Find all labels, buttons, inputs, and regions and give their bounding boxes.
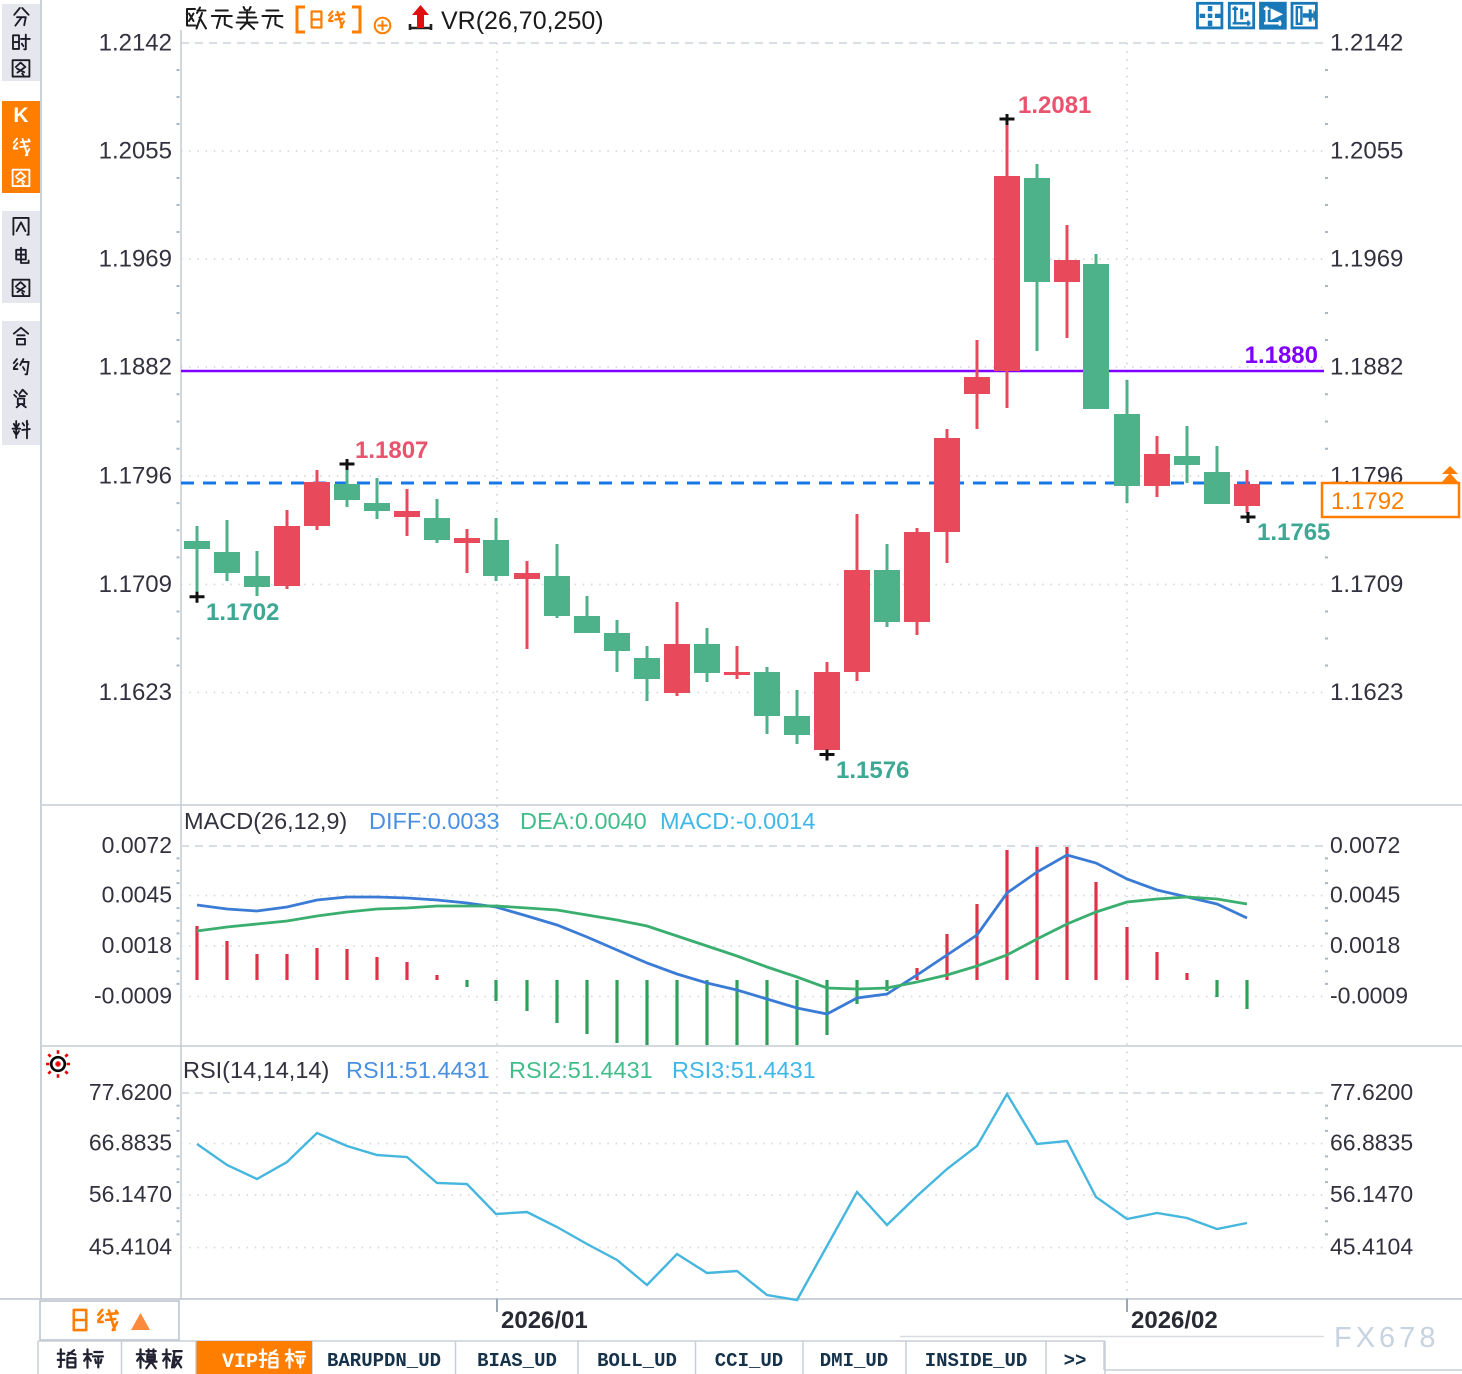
svg-text:RSI(14,14,14): RSI(14,14,14) (183, 1057, 329, 1083)
svg-text:FX678: FX678 (1334, 1322, 1439, 1354)
svg-text:1.1796: 1.1796 (99, 462, 172, 489)
svg-text:1.1709: 1.1709 (99, 571, 172, 598)
svg-text:66.8835: 66.8835 (1330, 1130, 1413, 1156)
svg-text:66.8835: 66.8835 (89, 1130, 172, 1156)
svg-text:1.1969: 1.1969 (99, 245, 172, 272)
svg-text:0.0072: 0.0072 (1330, 832, 1400, 858)
svg-text:1.2055: 1.2055 (1330, 137, 1403, 164)
svg-text:1.1709: 1.1709 (1330, 571, 1403, 598)
svg-text:RSI1:51.4431: RSI1:51.4431 (346, 1057, 490, 1083)
svg-text:0.0018: 0.0018 (1330, 932, 1400, 958)
svg-text:1.1882: 1.1882 (1330, 353, 1403, 380)
svg-text:77.6200: 77.6200 (89, 1079, 172, 1105)
svg-text:1.1576: 1.1576 (836, 757, 909, 784)
svg-text:2026/01: 2026/01 (501, 1307, 588, 1334)
svg-text:1.1792: 1.1792 (1331, 488, 1404, 515)
svg-text:-0.0009: -0.0009 (94, 983, 172, 1009)
svg-text:BOLL_UD: BOLL_UD (597, 1350, 677, 1372)
svg-text:1.1623: 1.1623 (99, 679, 172, 706)
svg-text:DEA:0.0040: DEA:0.0040 (520, 808, 647, 834)
svg-text:MACD(26,12,9): MACD(26,12,9) (184, 808, 347, 834)
svg-text:0.0072: 0.0072 (102, 832, 172, 858)
svg-text:VR(26,70,250): VR(26,70,250) (441, 7, 604, 35)
svg-text:1.2142: 1.2142 (99, 29, 172, 56)
svg-text:VIP: VIP (222, 1351, 258, 1374)
svg-text:BARUPDN_UD: BARUPDN_UD (327, 1350, 441, 1372)
svg-text:1.1702: 1.1702 (206, 599, 279, 626)
svg-text:1.1807: 1.1807 (355, 437, 428, 464)
svg-text:INSIDE_UD: INSIDE_UD (925, 1350, 1028, 1372)
svg-text:1.2142: 1.2142 (1330, 29, 1403, 56)
svg-text:0.0018: 0.0018 (102, 932, 172, 958)
svg-text:56.1470: 56.1470 (89, 1181, 172, 1207)
svg-text:45.4104: 45.4104 (89, 1234, 172, 1260)
svg-text:1.1623: 1.1623 (1330, 679, 1403, 706)
svg-text:0.0045: 0.0045 (102, 882, 172, 908)
svg-text:0.0045: 0.0045 (1330, 882, 1400, 908)
svg-text:MACD:-0.0014: MACD:-0.0014 (660, 808, 815, 834)
svg-text:BIAS_UD: BIAS_UD (477, 1350, 557, 1372)
svg-text:-0.0009: -0.0009 (1330, 983, 1408, 1009)
svg-text:1.1969: 1.1969 (1330, 245, 1403, 272)
svg-text:DMI_UD: DMI_UD (820, 1350, 888, 1372)
svg-text:DIFF:0.0033: DIFF:0.0033 (369, 808, 500, 834)
svg-text:1.1765: 1.1765 (1257, 519, 1330, 546)
svg-text:1.2055: 1.2055 (99, 137, 172, 164)
svg-text:1.1882: 1.1882 (99, 353, 172, 380)
svg-text:1.1880: 1.1880 (1245, 342, 1318, 369)
svg-text:>>: >> (1064, 1350, 1087, 1372)
svg-text:RSI3:51.4431: RSI3:51.4431 (672, 1057, 816, 1083)
svg-text:K: K (13, 104, 28, 127)
svg-text:1.2081: 1.2081 (1018, 92, 1091, 119)
svg-text:45.4104: 45.4104 (1330, 1234, 1413, 1260)
svg-text:2026/02: 2026/02 (1131, 1307, 1218, 1334)
svg-text:77.6200: 77.6200 (1330, 1079, 1413, 1105)
svg-text:RSI2:51.4431: RSI2:51.4431 (509, 1057, 653, 1083)
svg-text:56.1470: 56.1470 (1330, 1181, 1413, 1207)
svg-text:CCI_UD: CCI_UD (715, 1350, 783, 1372)
